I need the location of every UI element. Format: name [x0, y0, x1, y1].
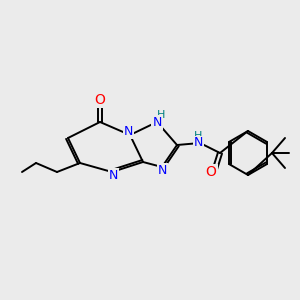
Text: O: O — [94, 93, 105, 107]
Text: N: N — [124, 125, 133, 138]
Text: N: N — [158, 164, 167, 177]
Text: H: H — [157, 110, 166, 120]
Text: O: O — [206, 165, 216, 179]
Text: N: N — [194, 136, 203, 149]
Text: N: N — [152, 116, 162, 128]
Text: N: N — [109, 169, 118, 182]
Text: H: H — [194, 131, 203, 141]
